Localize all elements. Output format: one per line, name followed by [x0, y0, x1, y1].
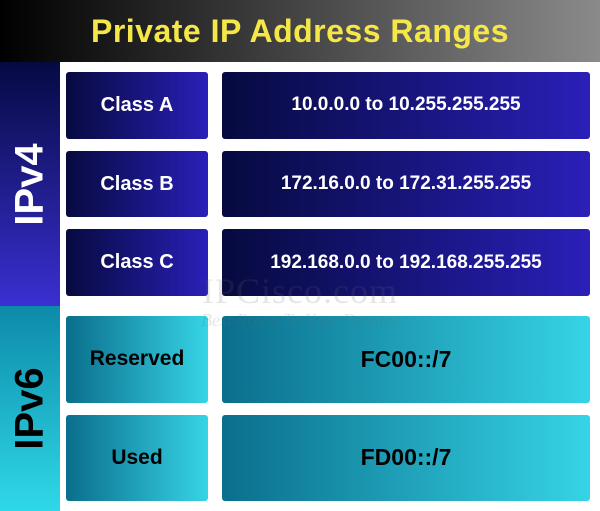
label-reserved: Reserved	[66, 316, 208, 403]
section-label-ipv4-text: IPv4	[8, 143, 53, 225]
section-label-ipv6: IPv6	[0, 306, 60, 511]
page-title: Private IP Address Ranges	[91, 13, 509, 50]
row-reserved: Reserved FC00::/7	[66, 316, 590, 403]
row-used: Used FD00::/7	[66, 415, 590, 502]
range-class-b: 172.16.0.0 to 172.31.255.255	[222, 151, 590, 218]
row-class-b: Class B 172.16.0.0 to 172.31.255.255	[66, 151, 590, 218]
label-used: Used	[66, 415, 208, 502]
range-used: FD00::/7	[222, 415, 590, 502]
row-class-c: Class C 192.168.0.0 to 192.168.255.255	[66, 229, 590, 296]
section-label-ipv4: IPv4	[0, 62, 60, 306]
title-bar: Private IP Address Ranges	[0, 0, 600, 62]
rows-ipv6: Reserved FC00::/7 Used FD00::/7	[60, 306, 600, 511]
label-class-b: Class B	[66, 151, 208, 218]
range-class-a: 10.0.0.0 to 10.255.255.255	[222, 72, 590, 139]
row-class-a: Class A 10.0.0.0 to 10.255.255.255	[66, 72, 590, 139]
label-class-a: Class A	[66, 72, 208, 139]
range-reserved: FC00::/7	[222, 316, 590, 403]
section-ipv4: IPv4 Class A 10.0.0.0 to 10.255.255.255 …	[0, 62, 600, 306]
label-class-c: Class C	[66, 229, 208, 296]
range-class-c: 192.168.0.0 to 192.168.255.255	[222, 229, 590, 296]
rows-ipv4: Class A 10.0.0.0 to 10.255.255.255 Class…	[60, 62, 600, 306]
body: IPv4 Class A 10.0.0.0 to 10.255.255.255 …	[0, 62, 600, 511]
section-label-ipv6-text: IPv6	[8, 367, 53, 449]
section-ipv6: IPv6 Reserved FC00::/7 Used FD00::/7	[0, 306, 600, 511]
